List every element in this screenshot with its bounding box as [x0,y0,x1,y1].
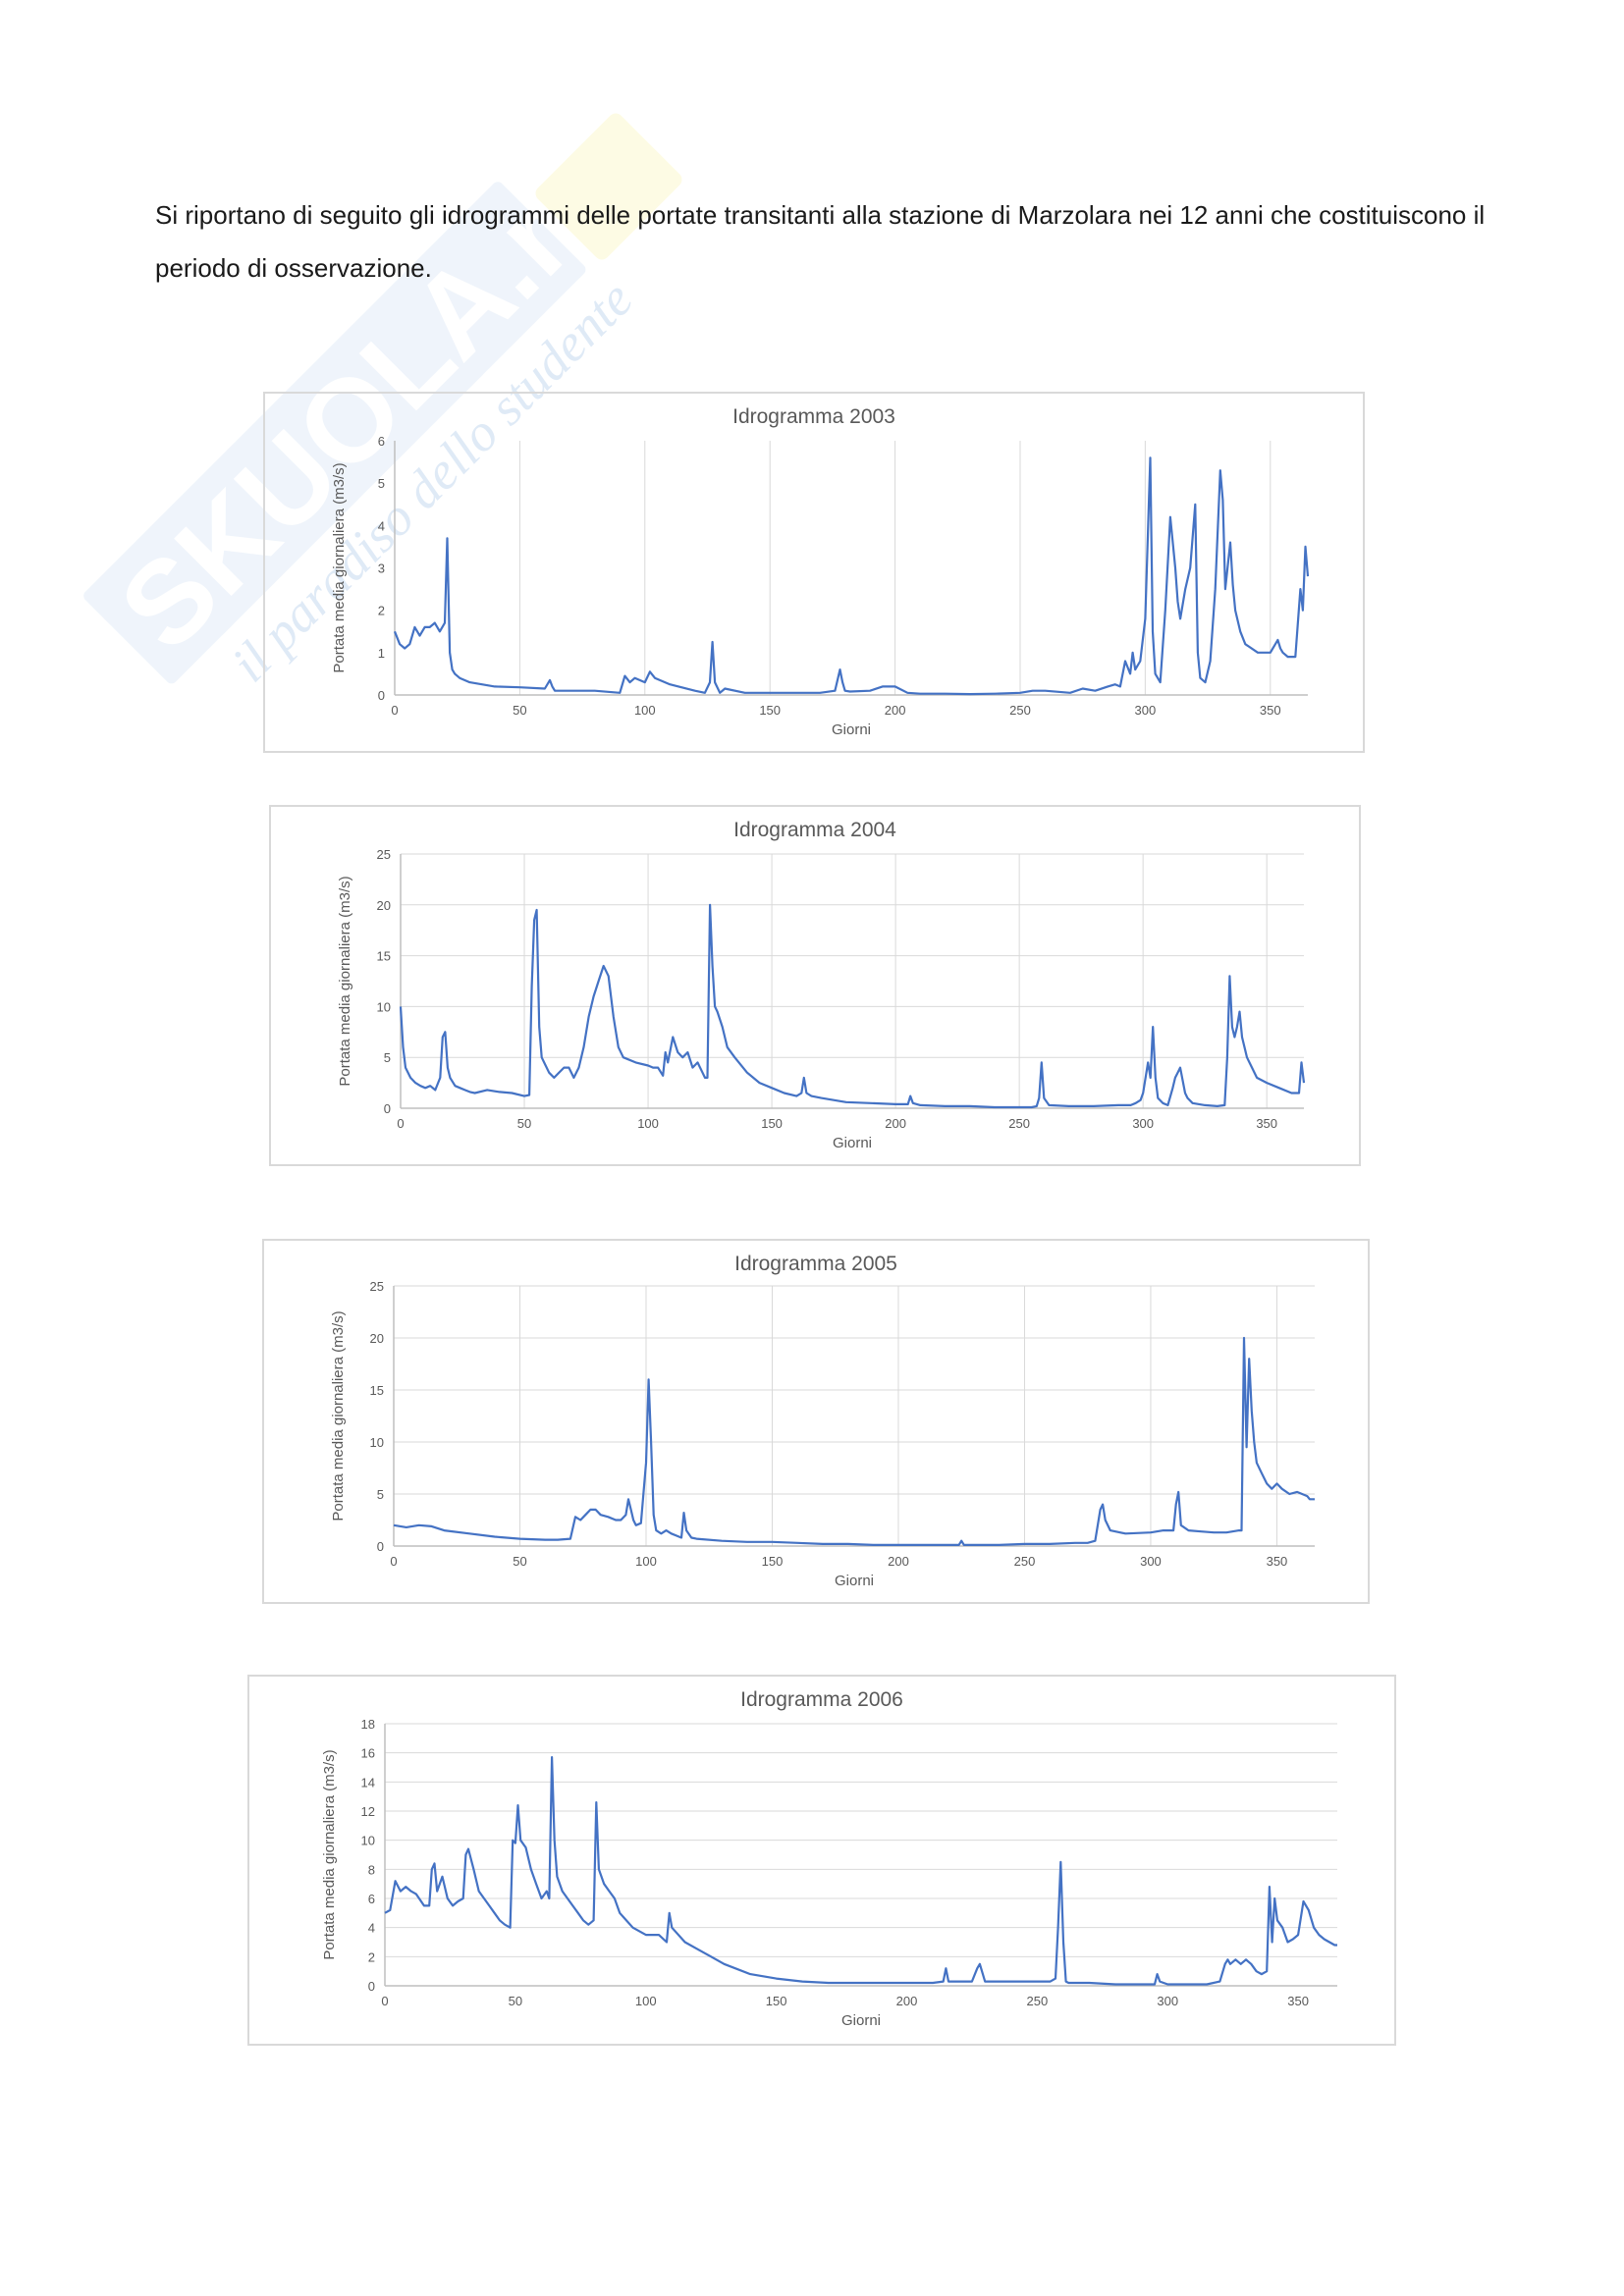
chart-2004: 0 50 100 150 200 250 300 350 0 5 10 15 20 25 Idrogramm… [269,805,1361,1166]
x-tick-label: 100 [635,1554,657,1569]
intro-paragraph: Si riportano di seguito gli idrogrammi d… [155,200,1486,283]
x-tick-label: 300 [1135,703,1157,718]
x-tick-label: 200 [885,703,906,718]
y-tick-label: 0 [368,1979,375,1994]
x-tick-label: 150 [762,1554,784,1569]
chart-svg: 0 50 100 150 200 250 300 350 0 5 10 15 20 25 Idrogramm… [337,819,1306,1151]
x-tick-label: 300 [1140,1554,1162,1569]
chart-title: Idrogramma 2006 [740,1688,903,1711]
y-tick-label: 25 [370,1279,384,1294]
x-tick-label: 250 [1027,1994,1049,2008]
series-line [393,456,1310,696]
x-tick-label: 0 [390,1554,397,1569]
x-tick-label: 350 [1267,1554,1288,1569]
y-tick-label: 1 [378,646,385,661]
y-tick-label: 0 [384,1101,391,1116]
y-tick-label: 10 [361,1834,375,1848]
series-line [399,903,1306,1109]
chart-2006: 0 50 100 150 200 250 300 350 0 2 4 6 8 10 12 14 16 18 Idro… [247,1675,1396,2046]
x-tick-label: 100 [634,703,656,718]
x-tick-label: 350 [1287,1994,1309,2008]
chart-title: Idrogramma 2004 [733,819,896,841]
y-tick-label: 20 [370,1331,384,1346]
chart-svg: 0 50 100 150 200 250 300 350 0 5 10 15 20 25 Idrogramm… [330,1253,1315,1589]
y-tick-label: 5 [377,1487,384,1502]
y-axis-title: Portata media giornaliera (m3/s) [337,876,353,1086]
y-tick-label: 15 [370,1383,384,1398]
y-tick-label: 14 [361,1775,375,1789]
y-tick-label: 12 [361,1804,375,1819]
y-axis-title: Portata media giornaliera (m3/s) [321,1749,338,1959]
y-tick-label: 20 [377,898,391,913]
chart-svg: 0 50 100 150 200 250 300 350 0 2 4 6 8 10 12 14 16 18 Idro… [321,1688,1337,2029]
y-tick-label: 25 [377,847,391,862]
chart-2003: 0 50 100 150 200 250 300 350 0 1 2 3 4 5 6 Idrogramma 2… [263,392,1365,753]
x-axis-title: Giorni [835,1573,874,1589]
y-tick-label: 4 [368,1921,375,1936]
x-tick-label: 250 [1009,703,1031,718]
y-tick-label: 10 [377,999,391,1014]
y-tick-label: 4 [378,518,385,533]
x-tick-label: 150 [759,703,781,718]
chart-title: Idrogramma 2005 [734,1253,897,1275]
x-tick-label: 300 [1132,1116,1154,1131]
x-tick-label: 150 [766,1994,787,2008]
y-tick-label: 0 [378,688,385,703]
y-tick-label: 16 [361,1746,375,1761]
y-tick-label: 8 [368,1862,375,1877]
y-tick-label: 3 [378,561,385,576]
chart-svg: 0 50 100 150 200 250 300 350 0 1 2 3 4 5 6 Idrogramma 2… [331,405,1310,738]
x-tick-label: 150 [761,1116,783,1131]
y-tick-label: 5 [384,1050,391,1065]
x-tick-label: 250 [1014,1554,1036,1569]
y-tick-label: 18 [361,1717,375,1732]
y-tick-label: 0 [377,1539,384,1554]
x-tick-label: 50 [517,1116,531,1131]
y-tick-label: 10 [370,1435,384,1450]
series-line [384,1756,1337,1986]
x-tick-label: 0 [381,1994,388,2008]
x-tick-label: 200 [896,1994,918,2008]
y-tick-label: 2 [378,604,385,618]
x-tick-label: 200 [885,1116,906,1131]
x-tick-label: 0 [397,1116,404,1131]
y-axis-title: Portata media giornaliera (m3/s) [331,462,348,672]
series-line [393,1336,1315,1546]
x-axis-title: Giorni [832,721,871,738]
y-tick-label: 2 [368,1949,375,1964]
y-tick-label: 6 [368,1892,375,1906]
chart-title: Idrogramma 2003 [732,405,895,428]
x-tick-label: 300 [1157,1994,1178,2008]
x-axis-title: Giorni [833,1135,872,1151]
x-tick-label: 50 [513,1554,526,1569]
chart-2005: 0 50 100 150 200 250 300 350 0 5 10 15 20 25 Idrogramm… [262,1239,1370,1604]
x-tick-label: 50 [509,1994,522,2008]
y-axis-title: Portata media giornaliera (m3/s) [330,1310,347,1521]
x-tick-label: 200 [888,1554,909,1569]
x-tick-label: 350 [1260,703,1281,718]
y-tick-label: 6 [378,434,385,449]
x-tick-label: 350 [1256,1116,1277,1131]
x-tick-label: 0 [391,703,398,718]
x-tick-label: 250 [1008,1116,1030,1131]
x-tick-label: 100 [635,1994,657,2008]
y-tick-label: 5 [378,476,385,491]
x-tick-label: 50 [513,703,526,718]
skuola-watermark: SKUOLA.net il paradiso dello studente [83,82,688,693]
x-axis-title: Giorni [841,2012,881,2029]
x-tick-label: 100 [637,1116,659,1131]
y-tick-label: 15 [377,949,391,964]
